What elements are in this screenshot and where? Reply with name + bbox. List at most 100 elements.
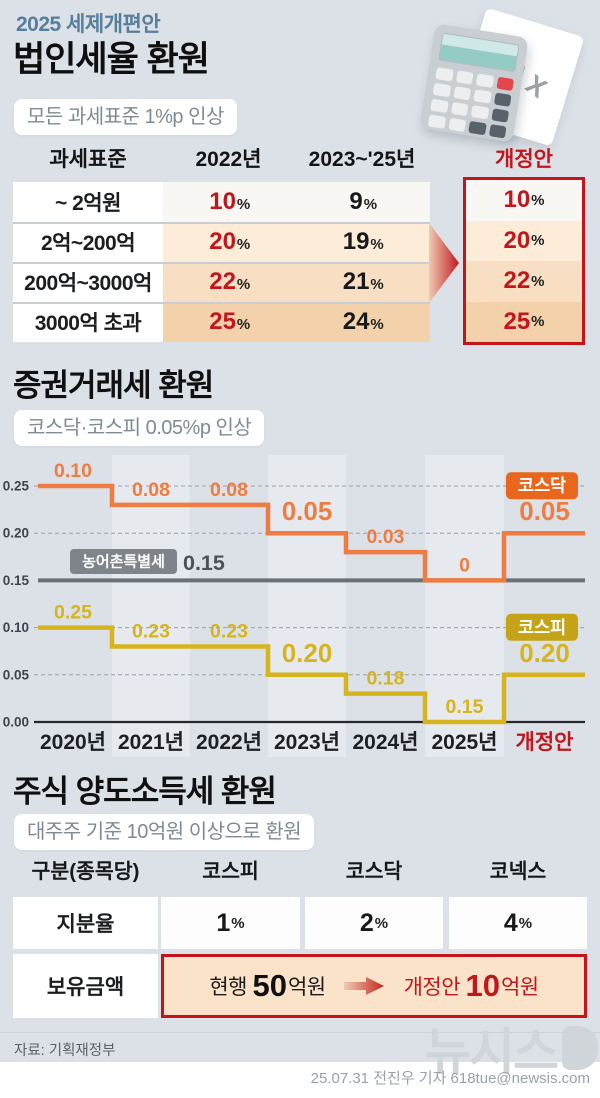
corp-row-values: 22% 21% [163,262,430,302]
calculator-keys [427,67,515,139]
percent-sign: % [370,276,384,293]
percent-sign: % [518,914,533,932]
equity-kosdaq-cell: 2% [305,897,443,949]
calc-key [450,101,469,117]
svg-text:2022년: 2022년 [196,731,262,754]
holding-amount-box: 현행 50 억원 개정안 10 억원 [161,954,587,1018]
svg-text:2020년: 2020년 [40,731,106,754]
corp-row-label: ~ 2억원 [13,182,163,222]
watermark-logo-shape [562,1026,598,1070]
cg-header-category: 구분(종목당) [31,860,140,883]
corp-row-values: 25% 24% [163,302,430,342]
calc-key [447,117,467,133]
calc-key [493,92,512,107]
corp-row-values: 10% 9% [163,182,430,222]
rate-2023: 24 [342,308,370,335]
calc-key [452,86,472,101]
corp-header-base: 과세표준 [49,148,127,171]
farm-tax-badge: 농어촌특별세 0.15 [70,549,225,575]
corp-header-revision: 개정안 [495,148,553,171]
cg-header-kosdaq: 코스닥 [345,860,403,883]
revised-prefix: 개정안 [403,976,461,999]
percent-sign: % [363,196,378,213]
current-suffix: 억원 [287,976,326,999]
corporate-tax-pill: 모든 과세표준 1%p 인상 [14,99,237,135]
percent-sign: % [236,196,251,213]
series-value-label: 0.18 [367,668,405,690]
current-value: 50 [252,968,287,1003]
corp-row-label: 3000억 초과 [13,302,163,342]
svg-text:코스닥: 코스닥 [518,476,566,496]
rate-revision: 20 [503,226,531,254]
series-value-label: 0.08 [210,479,248,501]
equity-kospi-cell: 1% [161,897,300,949]
rate-2023: 9 [349,188,363,215]
svg-text:2021년: 2021년 [118,731,184,754]
chart-column-bands [112,455,504,757]
equity-value: 1 [216,908,231,937]
rate-2022: 22 [209,268,236,295]
equity-value: 4 [503,908,518,937]
percent-sign: % [531,191,545,209]
corp-label-column: ~ 2억원 2억~200억 200억~3000억 3000억 초과 [13,182,163,342]
rate-revision: 25 [503,307,531,335]
rate-revision: 10 [503,186,531,214]
footer-strip [0,1062,600,1098]
percent-sign: % [370,316,384,333]
chart-x-axis-labels: 2020년 2021년 2022년 2023년 2024년 2025년 개정안 [40,731,574,754]
percent-sign: % [236,276,251,293]
cg-header-kospi: 코스피 [202,860,259,883]
svg-text:0.10: 0.10 [3,620,29,635]
corp-row-label: 200억~3000억 [13,262,163,302]
percent-sign: % [236,316,251,333]
calc-key [473,89,492,104]
revised-suffix: 억원 [500,976,539,999]
securities-section-title: 증권거래세 환원 [13,368,214,403]
series-value-label: 0.23 [210,620,248,642]
corp-value-columns: 10% 9% 20% 19% 22% 21% 25% 24% [163,182,430,342]
rate-2022: 10 [209,188,236,215]
svg-text:개정안: 개정안 [516,731,574,754]
calc-key [490,108,510,123]
revision-arrow-icon [429,223,459,303]
calc-key [432,82,451,98]
capital-gains-pill: 대주주 기준 10억원 이상으로 환원 [14,814,315,850]
svg-text:코스피: 코스피 [518,617,566,637]
percent-sign: % [531,313,545,331]
byline: 25.07.31 전진우 기자 618tue@newsis.com [310,1070,590,1087]
revision-box: 10% 20% 22% 25% [463,177,585,345]
svg-text:0.15: 0.15 [3,573,30,588]
percent-sign: % [370,236,384,253]
holding-row-label: 보유금액 [13,954,158,1018]
row-divider [13,262,430,264]
series-value-label: 0.20 [282,638,333,668]
kicker-title: 2025 세제개편안 [16,13,161,36]
svg-text:0.20: 0.20 [3,526,29,541]
kosdaq-legend-badge [506,472,578,500]
calc-key [468,120,487,136]
svg-text:0.25: 0.25 [3,479,30,494]
calc-key [455,70,474,85]
series-value-label: 0 [459,554,470,576]
corp-header-2023-25: 2023~'25년 [308,148,416,171]
corp-row-label: 2억~200억 [13,222,163,262]
chart-y-axis-labels: 0.25 0.20 0.15 0.10 0.05 0.00 [3,479,30,730]
calc-key [435,67,454,82]
svg-text:0.05: 0.05 [3,667,30,682]
corp-header-2022: 2022년 [195,148,262,171]
svg-text:농어촌특별세: 농어촌특별세 [82,553,165,571]
equity-konex-cell: 4% [449,897,587,949]
calculator-icon [419,23,529,143]
series-value-label: 0.03 [367,526,405,548]
series-value-label: 0.10 [54,460,92,482]
calc-key [470,105,489,120]
series-value-label: 0.25 [54,602,92,624]
rate-2022: 25 [209,308,236,335]
watermark-text: 뉴시스 [425,1024,559,1080]
rate-2023: 19 [342,228,370,255]
capital-gains-title: 주식 양도소득세 환원 [13,774,277,809]
